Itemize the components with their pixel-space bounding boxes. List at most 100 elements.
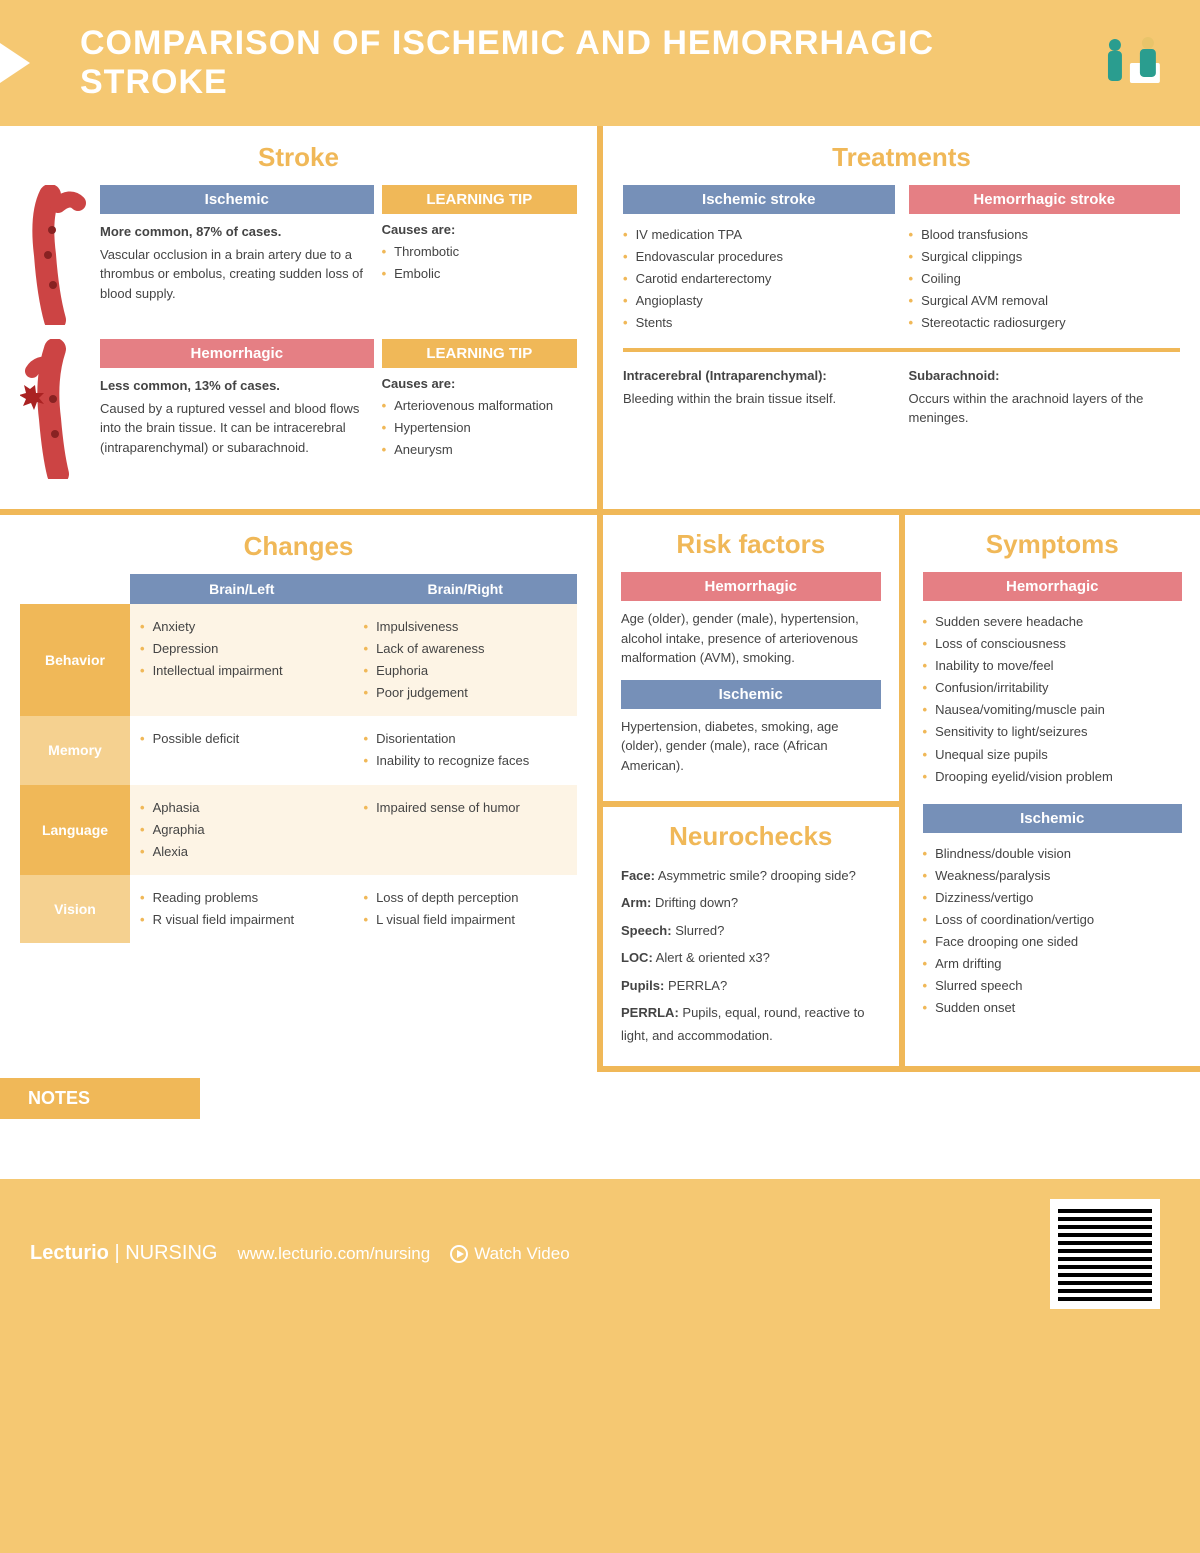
right-bottom: Risk factors Hemorrhagic Age (older), ge… [603, 515, 1200, 1072]
watch-video-link[interactable]: Watch Video [450, 1244, 569, 1264]
list-item: Intellectual impairment [140, 660, 344, 682]
list-item: Dizziness/vertigo [923, 887, 1183, 909]
medical-icon [1090, 33, 1170, 93]
list-item: Coiling [909, 268, 1181, 290]
footer-url[interactable]: www.lecturio.com/nursing [237, 1244, 430, 1264]
treatments-panel: Treatments Ischemic stroke IV medication… [603, 126, 1200, 509]
list-item: Blindness/double vision [923, 843, 1183, 865]
changes-row-label: Behavior [20, 604, 130, 716]
list-item: Endovascular procedures [623, 246, 895, 268]
sym-isch-list: Blindness/double visionWeakness/paralysi… [923, 843, 1183, 1020]
artery-ischemic-icon [20, 185, 90, 325]
changes-panel: Changes Brain/Left Brain/Right Behavior … [0, 515, 597, 1072]
ischemic-tip-label: LEARNING TIP [382, 185, 577, 214]
sub-def: Subarachnoid:Occurs within the arachnoid… [909, 366, 1181, 428]
list-item: Thrombotic [382, 241, 577, 263]
list-item: Surgical clippings [909, 246, 1181, 268]
list-item: Slurred speech [923, 975, 1183, 997]
symptoms-title: Symptoms [923, 529, 1183, 560]
changes-row: Vision Reading problemsR visual field im… [20, 875, 577, 943]
list-item: Stents [623, 312, 895, 334]
list-item: R visual field impairment [140, 909, 344, 931]
footer: Lecturio | NURSING www.lecturio.com/nurs… [0, 1179, 1200, 1329]
list-item: L visual field impairment [364, 909, 568, 931]
list-item: Aneurysm [382, 439, 577, 461]
changes-col-right: Brain/Right [354, 574, 578, 604]
list-item: Inability to move/feel [923, 655, 1183, 677]
list-item: Stereotactic radiosurgery [909, 312, 1181, 334]
list-item: Disorientation [364, 728, 568, 750]
hemorrhagic-label: Hemorrhagic [100, 339, 374, 368]
sym-isch-label: Ischemic [923, 804, 1183, 833]
treat-hem-label: Hemorrhagic stroke [909, 185, 1181, 214]
page: COMPARISON OF ISCHEMIC AND HEMORRHAGIC S… [0, 0, 1200, 1329]
neuro-title: Neurochecks [621, 821, 881, 852]
ischemic-label: Ischemic [100, 185, 374, 214]
play-icon [450, 1245, 468, 1263]
risk-title: Risk factors [621, 529, 881, 560]
neuro-item: Arm: Drifting down? [621, 891, 881, 914]
changes-row-label: Language [20, 785, 130, 875]
list-item: Sensitivity to light/seizures [923, 721, 1183, 743]
notes-area [0, 1119, 1200, 1179]
list-item: Lack of awareness [364, 638, 568, 660]
list-item: Euphoria [364, 660, 568, 682]
treatments-title: Treatments [623, 142, 1180, 173]
list-item: Embolic [382, 263, 577, 285]
stroke-panel: Stroke Ischemic More common, 87% of case… [0, 126, 597, 509]
neuro-item: Speech: Slurred? [621, 919, 881, 942]
list-item: Inability to recognize faces [364, 750, 568, 772]
stroke-title: Stroke [20, 142, 577, 173]
list-item: Possible deficit [140, 728, 344, 750]
risk-panel: Risk factors Hemorrhagic Age (older), ge… [603, 515, 899, 801]
hemorrhagic-tip: Causes are:Arteriovenous malformationHyp… [382, 376, 577, 461]
symptoms-panel: Symptoms Hemorrhagic Sudden severe heada… [905, 515, 1200, 1066]
neuro-item: LOC: Alert & oriented x3? [621, 946, 881, 969]
list-item: Agraphia [140, 819, 344, 841]
list-item: Face drooping one sided [923, 931, 1183, 953]
changes-row: Language AphasiaAgraphiaAlexia Impaired … [20, 785, 577, 875]
changes-row: Behavior AnxietyDepressionIntellectual i… [20, 604, 577, 716]
artery-hemorrhagic-icon [20, 339, 90, 479]
list-item: Drooping eyelid/vision problem [923, 766, 1183, 788]
list-item: IV medication TPA [623, 224, 895, 246]
list-item: Sudden onset [923, 997, 1183, 1019]
treat-isch-label: Ischemic stroke [623, 185, 895, 214]
list-item: Hypertension [382, 417, 577, 439]
page-title: COMPARISON OF ISCHEMIC AND HEMORRHAGIC S… [30, 24, 1090, 102]
list-item: Impulsiveness [364, 616, 568, 638]
list-item: Weakness/paralysis [923, 865, 1183, 887]
brand-logo: Lecturio | NURSING [30, 1242, 217, 1265]
list-item: Nausea/vomiting/muscle pain [923, 699, 1183, 721]
risk-isch-label: Ischemic [621, 680, 881, 709]
main-grid: Stroke Ischemic More common, 87% of case… [0, 126, 1200, 1072]
notes-label: NOTES [0, 1078, 200, 1119]
risk-hem-text: Age (older), gender (male), hypertension… [621, 609, 881, 668]
changes-col-left: Brain/Left [130, 574, 354, 604]
list-item: Arm drifting [923, 953, 1183, 975]
list-item: Blood transfusions [909, 224, 1181, 246]
list-item: Impaired sense of humor [364, 797, 568, 819]
list-item: Arteriovenous malformation [382, 395, 577, 417]
hemorrhagic-desc: Less common, 13% of cases.Caused by a ru… [100, 376, 374, 457]
changes-title: Changes [20, 531, 577, 562]
sym-hem-list: Sudden severe headacheLoss of consciousn… [923, 611, 1183, 788]
ischemic-row: Ischemic More common, 87% of cases.Vascu… [20, 185, 577, 325]
treat-hem-list: Blood transfusionsSurgical clippingsCoil… [909, 224, 1181, 334]
ischemic-desc: More common, 87% of cases.Vascular occlu… [100, 222, 374, 303]
list-item: Sudden severe headache [923, 611, 1183, 633]
neuro-item: Face: Asymmetric smile? drooping side? [621, 864, 881, 887]
list-item: Angioplasty [623, 290, 895, 312]
changes-row-label: Memory [20, 716, 130, 784]
list-item: Confusion/irritability [923, 677, 1183, 699]
changes-row-label: Vision [20, 875, 130, 943]
neuro-item: Pupils: PERRLA? [621, 974, 881, 997]
list-item: Aphasia [140, 797, 344, 819]
changes-row: Memory Possible deficit DisorientationIn… [20, 716, 577, 784]
list-item: Loss of depth perception [364, 887, 568, 909]
qr-code[interactable] [1050, 1199, 1160, 1309]
risk-isch-text: Hypertension, diabetes, smoking, age (ol… [621, 717, 881, 776]
hemorrhagic-tip-label: LEARNING TIP [382, 339, 577, 368]
sym-hem-label: Hemorrhagic [923, 572, 1183, 601]
neuro-item: PERRLA: Pupils, equal, round, reactive t… [621, 1001, 881, 1048]
